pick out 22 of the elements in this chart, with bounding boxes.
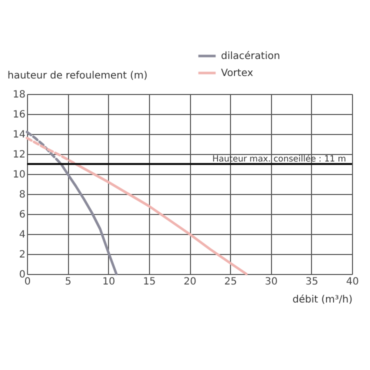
x-tick-label: 40 xyxy=(346,276,359,288)
y-tick-label: 4 xyxy=(19,230,26,240)
y-tick-label: 6 xyxy=(19,210,26,220)
y-tick-label: 10 xyxy=(12,170,26,180)
y-tick-label: 16 xyxy=(12,110,26,120)
legend-label: dilacération xyxy=(221,51,280,62)
x-tick-label: 20 xyxy=(184,276,196,288)
y-tick-label: 12 xyxy=(12,150,26,160)
y-tick-label: 14 xyxy=(12,130,26,140)
x-tick-label: 25 xyxy=(224,276,237,288)
legend-label: Vortex xyxy=(221,68,254,79)
y-tick-label: 8 xyxy=(19,190,26,200)
y-axis-title: hauteur de refoulement (m) xyxy=(8,70,148,82)
y-tick-label: 2 xyxy=(19,250,26,260)
y-tick-label: 0 xyxy=(19,270,26,280)
x-tick-label: 35 xyxy=(306,276,318,288)
x-tick-label: 15 xyxy=(143,276,156,288)
y-tick-label: 18 xyxy=(12,90,26,100)
x-tick-label: 5 xyxy=(64,276,72,288)
x-tick-label: 30 xyxy=(264,276,278,288)
x-tick-label: 10 xyxy=(102,276,116,288)
x-axis-title: débit (m³/h) xyxy=(292,294,353,306)
